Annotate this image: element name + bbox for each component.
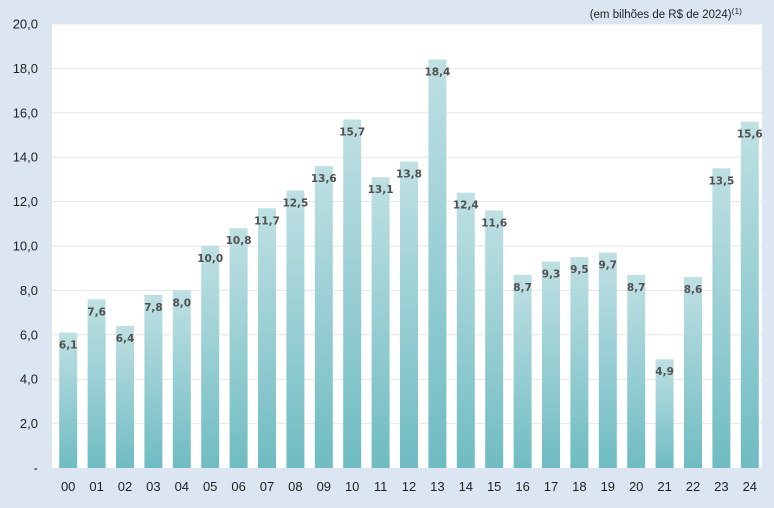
- y-tick-label: -: [34, 461, 38, 476]
- data-label: 11,6: [481, 217, 507, 229]
- y-axis-ticks: - 2,0 4,0 6,0 8,0 10,0 12,0 14,0 16,0 18,0 20,0: [13, 17, 38, 476]
- data-label: 6,4: [116, 333, 135, 345]
- x-tick-label: 18: [572, 479, 586, 494]
- data-label: 7,6: [87, 306, 106, 318]
- x-tick-label: 16: [515, 479, 529, 494]
- x-tick-label: 05: [203, 479, 217, 494]
- data-label: 8,0: [172, 297, 191, 309]
- x-tick-label: 04: [175, 479, 189, 494]
- bar: [286, 190, 305, 468]
- bar: [712, 168, 731, 469]
- data-label: 4,9: [655, 366, 674, 378]
- x-tick-label: 22: [686, 479, 700, 494]
- bar: [229, 228, 248, 468]
- bar: [400, 161, 418, 468]
- x-tick-label: 11: [374, 479, 388, 494]
- x-tick-label: 23: [714, 479, 728, 494]
- x-axis-ticks: 00 01 02 03 04 05 06 07 08 09 10 11 12 13 14 15 16 17 18 19…: [61, 479, 757, 494]
- x-tick-label: 24: [743, 479, 757, 494]
- data-label: 8,7: [513, 282, 532, 294]
- bar: [87, 299, 106, 468]
- x-tick-label: 09: [317, 479, 331, 494]
- bar: [59, 332, 78, 468]
- y-tick-label: 12,0: [13, 194, 38, 209]
- data-label: 18,4: [424, 67, 450, 79]
- data-label: 7,8: [144, 302, 163, 314]
- x-tick-label: 06: [231, 479, 245, 494]
- y-tick-label: 8,0: [20, 283, 38, 298]
- bar: [343, 119, 362, 469]
- data-label: 9,3: [542, 269, 561, 281]
- data-label: 10,8: [226, 235, 252, 247]
- y-tick-label: 10,0: [13, 239, 38, 254]
- bar: [371, 177, 390, 468]
- bar: [485, 210, 504, 469]
- y-tick-label: 4,0: [20, 372, 38, 387]
- bar: [598, 252, 617, 468]
- x-tick-label: 12: [402, 479, 416, 494]
- x-tick-label: 07: [260, 479, 274, 494]
- bar: [428, 59, 447, 469]
- y-tick-label: 16,0: [13, 105, 38, 120]
- x-tick-label: 03: [146, 479, 160, 494]
- x-tick-label: 19: [601, 479, 615, 494]
- bar: [172, 290, 191, 468]
- x-tick-label: 02: [118, 479, 132, 494]
- bar: [684, 277, 702, 468]
- bars: [59, 59, 759, 469]
- data-label: 8,6: [684, 284, 703, 296]
- bar: [542, 261, 560, 468]
- x-tick-label: 13: [430, 479, 444, 494]
- x-tick-label: 01: [89, 479, 103, 494]
- data-label: 6,1: [59, 340, 78, 352]
- x-tick-label: 08: [288, 479, 302, 494]
- x-tick-label: 10: [345, 479, 359, 494]
- data-label: 13,5: [708, 175, 734, 187]
- data-label: 15,7: [339, 126, 365, 138]
- data-label: 10,0: [197, 253, 223, 265]
- bar: [144, 294, 163, 468]
- data-label: 13,6: [311, 173, 337, 185]
- y-tick-label: 18,0: [13, 61, 38, 76]
- y-tick-label: 14,0: [13, 150, 38, 165]
- x-tick-label: 14: [459, 479, 473, 494]
- bar: [513, 274, 532, 468]
- bar: [258, 208, 276, 468]
- y-tick-label: 2,0: [20, 416, 38, 431]
- bar: [314, 166, 333, 468]
- unit-note: (em bilhões de R$ de 2024)(1): [590, 6, 742, 21]
- x-tick-label: 15: [487, 479, 501, 494]
- data-label: 8,7: [627, 282, 646, 294]
- data-label: 12,5: [282, 198, 308, 210]
- data-label: 15,6: [737, 129, 763, 141]
- bar: [201, 246, 220, 468]
- y-tick-label: 20,0: [13, 17, 38, 32]
- data-label: 13,8: [396, 169, 422, 181]
- data-label: 12,4: [453, 200, 479, 212]
- x-tick-label: 17: [544, 479, 558, 494]
- bar: [570, 257, 589, 468]
- data-label: 9,5: [570, 264, 589, 276]
- bar: [116, 325, 134, 468]
- bar: [655, 359, 674, 468]
- bar: [627, 274, 646, 468]
- data-label: 13,1: [368, 184, 394, 196]
- x-tick-label: 20: [629, 479, 643, 494]
- bar: [456, 192, 475, 468]
- x-tick-label: 21: [657, 479, 671, 494]
- x-tick-label: 00: [61, 479, 75, 494]
- bar: [740, 121, 759, 469]
- y-tick-label: 6,0: [20, 327, 38, 342]
- data-labels: 6,1 7,6 6,4 7,8 8,0 10,010,811,712,5 13,6 15,7 1…: [59, 67, 763, 379]
- data-label: 11,7: [254, 215, 280, 227]
- data-label: 9,7: [598, 260, 617, 272]
